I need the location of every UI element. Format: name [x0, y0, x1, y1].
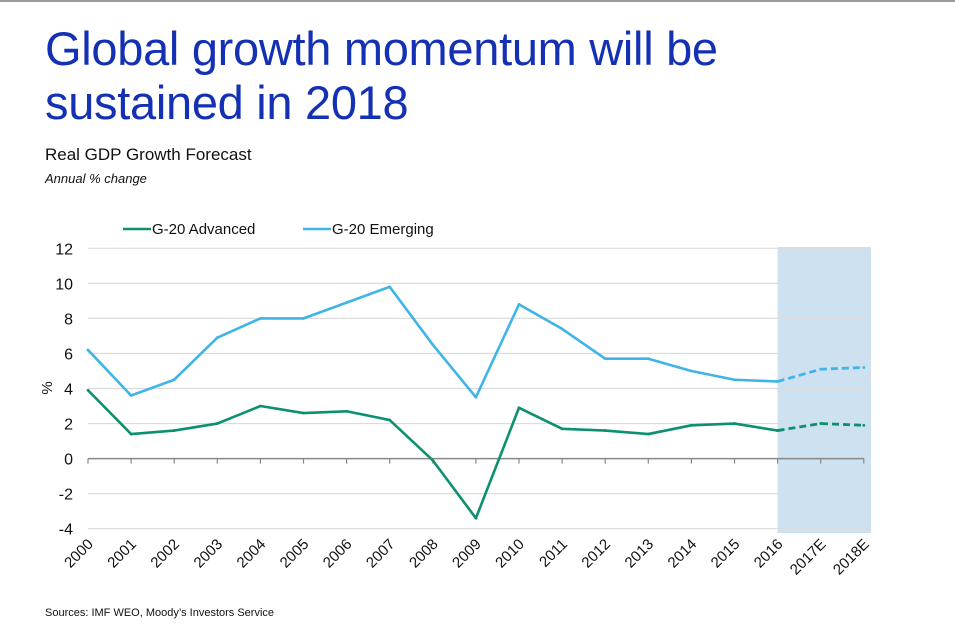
x-tick-label: 2004 — [234, 536, 270, 572]
x-tick-label: 2018E — [830, 536, 873, 579]
data-point — [259, 404, 262, 408]
y-tick-label: 12 — [55, 241, 73, 258]
page-title: Global growth momentum will be sustained … — [45, 22, 718, 130]
y-tick-label: -2 — [59, 487, 73, 504]
y-axis-label: % — [39, 381, 56, 394]
data-point — [215, 336, 219, 340]
x-tick-label: 2005 — [277, 536, 313, 572]
data-point — [302, 411, 305, 415]
data-point — [388, 285, 392, 289]
x-tick-label: 2000 — [61, 536, 97, 572]
data-point — [345, 409, 348, 413]
x-tick-label: 2003 — [191, 536, 227, 572]
x-tick-label: 2001 — [104, 536, 140, 572]
data-point — [819, 422, 823, 425]
x-tick-label: 2006 — [320, 536, 356, 572]
chart-subtitle: Real GDP Growth Forecast — [45, 145, 252, 164]
data-point — [819, 367, 823, 371]
data-point — [129, 432, 133, 436]
data-point — [603, 357, 607, 361]
data-point — [646, 357, 650, 361]
data-point — [560, 427, 564, 431]
series-forecast-line-0 — [777, 422, 864, 432]
data-point — [129, 394, 133, 397]
top-rule — [0, 0, 955, 2]
x-tick-label: 2015 — [708, 536, 744, 572]
data-point — [862, 423, 866, 427]
source-note: Sources: IMF WEO, Moody’s Investors Serv… — [45, 607, 275, 619]
y-tick-label: 10 — [55, 276, 73, 293]
x-tick-label: 2017E — [787, 536, 830, 579]
data-point — [474, 516, 478, 520]
x-tick-label: 2002 — [147, 536, 183, 572]
legend-label: G-20 Emerging — [332, 221, 434, 238]
y-tick-label: 2 — [64, 417, 73, 434]
data-point — [517, 302, 521, 306]
data-point — [86, 388, 90, 392]
data-point — [86, 348, 90, 352]
data-point — [733, 378, 736, 382]
data-point — [733, 422, 736, 425]
legend-label: G-20 Advanced — [152, 221, 255, 238]
data-point — [776, 380, 779, 383]
series-line-0 — [87, 389, 778, 520]
data-point — [603, 429, 607, 432]
data-point — [388, 418, 392, 422]
y-tick-label: 0 — [64, 452, 73, 469]
series-line-1 — [87, 285, 778, 399]
x-tick-label: 2014 — [665, 536, 701, 572]
x-tick-label: 2009 — [449, 536, 485, 572]
data-point — [517, 406, 521, 410]
y-tick-label: -4 — [59, 522, 73, 539]
data-point — [862, 366, 866, 369]
data-point — [302, 317, 305, 320]
x-tick-label: 2016 — [751, 536, 787, 572]
data-point — [345, 301, 348, 305]
y-tick-label: 4 — [64, 382, 73, 399]
data-point — [215, 422, 219, 425]
x-tick-label: 2010 — [492, 536, 528, 572]
data-point — [646, 432, 650, 436]
x-tick-label: 2012 — [578, 536, 614, 572]
data-point — [474, 395, 478, 399]
x-tick-label: 2011 — [536, 536, 571, 571]
forecast-shade — [777, 247, 871, 533]
y-tick-label: 8 — [64, 311, 73, 328]
unit-note: Annual % change — [45, 171, 147, 186]
title-line-1: Global growth momentum will be — [45, 22, 718, 75]
data-point — [431, 343, 435, 347]
x-tick-label: 2013 — [622, 536, 658, 572]
data-point — [560, 327, 564, 331]
data-point — [259, 317, 262, 320]
y-tick-label: 6 — [64, 346, 73, 363]
data-point — [690, 369, 693, 373]
data-point — [776, 429, 779, 432]
x-tick-label: 2007 — [363, 536, 399, 572]
data-point — [172, 378, 176, 382]
title-line-2: sustained in 2018 — [45, 76, 409, 129]
data-point — [172, 429, 176, 432]
data-point — [431, 458, 435, 462]
x-tick-label: 2008 — [406, 536, 442, 572]
data-point — [690, 423, 693, 427]
